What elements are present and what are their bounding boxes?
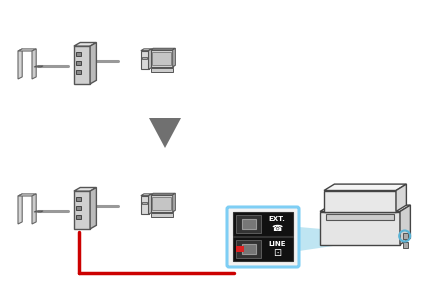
FancyBboxPatch shape (242, 219, 255, 229)
Text: LINE: LINE (268, 241, 286, 247)
Polygon shape (324, 190, 396, 212)
Bar (76, 196, 81, 201)
FancyBboxPatch shape (233, 237, 293, 261)
FancyBboxPatch shape (236, 240, 261, 258)
Polygon shape (400, 205, 411, 244)
Polygon shape (148, 194, 152, 214)
Bar (76, 206, 81, 210)
Polygon shape (150, 50, 173, 67)
Polygon shape (32, 194, 36, 224)
Polygon shape (74, 191, 90, 229)
Polygon shape (90, 43, 96, 84)
Bar (76, 52, 81, 56)
Polygon shape (34, 66, 43, 67)
Polygon shape (141, 194, 152, 196)
Bar (142, 57, 147, 59)
Text: EXT.: EXT. (268, 216, 285, 222)
Bar (326, 214, 394, 220)
Polygon shape (320, 212, 400, 244)
Bar (76, 214, 81, 219)
Polygon shape (141, 196, 148, 214)
Bar (403, 233, 408, 239)
Bar (403, 242, 408, 248)
FancyBboxPatch shape (242, 244, 255, 254)
Polygon shape (324, 184, 406, 190)
Polygon shape (320, 205, 411, 212)
Polygon shape (148, 49, 152, 69)
Bar (76, 70, 81, 74)
Polygon shape (34, 211, 43, 212)
Polygon shape (74, 188, 96, 191)
Polygon shape (32, 49, 36, 79)
Text: ⊡: ⊡ (273, 248, 281, 258)
Polygon shape (18, 194, 22, 224)
Bar (152, 52, 171, 65)
Polygon shape (90, 188, 96, 229)
Polygon shape (396, 184, 406, 211)
Polygon shape (18, 49, 22, 79)
Polygon shape (18, 194, 36, 196)
FancyBboxPatch shape (233, 212, 293, 236)
Bar (152, 196, 171, 210)
Polygon shape (149, 118, 181, 148)
Polygon shape (150, 195, 173, 212)
Text: ☎: ☎ (271, 224, 283, 233)
Polygon shape (18, 49, 36, 51)
Polygon shape (74, 46, 90, 84)
Polygon shape (141, 49, 152, 51)
Polygon shape (173, 193, 175, 212)
Polygon shape (299, 227, 401, 251)
Bar (142, 202, 147, 204)
Polygon shape (150, 193, 175, 195)
Polygon shape (74, 43, 96, 46)
FancyBboxPatch shape (236, 215, 261, 233)
FancyBboxPatch shape (227, 207, 299, 267)
Polygon shape (173, 48, 175, 67)
Bar (150, 68, 173, 72)
Polygon shape (141, 51, 148, 69)
Polygon shape (150, 48, 175, 50)
Bar (236, 246, 244, 252)
Bar (150, 213, 173, 217)
Bar (76, 61, 81, 65)
